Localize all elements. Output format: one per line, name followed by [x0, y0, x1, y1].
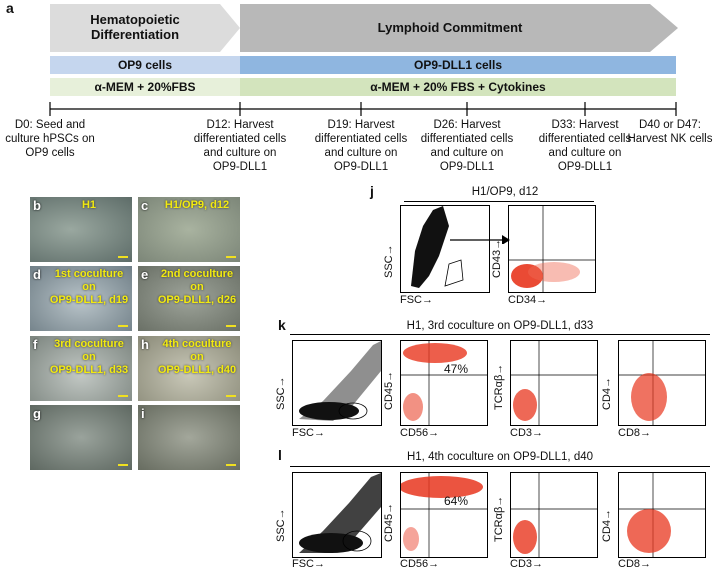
l-plot-4-ylabel: CD4→ [601, 508, 613, 542]
micrograph-i: i [138, 405, 240, 470]
k-title: H1, 3rd coculture on OP9-DLL1, d33 [406, 320, 594, 332]
l-plot-2-xlabel: CD56→ [400, 558, 440, 570]
j-title: H1/OP9, d12 [471, 186, 539, 198]
stage2-arrow [240, 4, 678, 52]
micrograph-e: e 2nd coculture on OP9-DLL1, d26 [138, 266, 240, 331]
timeline-d33: D33: Harvest differentiated cells and cu… [538, 119, 632, 173]
l-plot-3-ylabel: TCRαβ→ [493, 495, 505, 542]
l-percent: 64% [444, 494, 469, 508]
k-plot-3 [510, 340, 598, 426]
micrograph-g: g [30, 405, 132, 470]
k-plot-4-ylabel: CD4→ [601, 376, 613, 410]
j-plot-2 [508, 205, 596, 293]
j-plot-1 [400, 205, 490, 293]
timeline-d0: D0: Seed and culture hPSCs on OP9 cells [5, 119, 95, 159]
stage2-label: Lymphoid Commitment [377, 20, 523, 35]
l-plot-4-xlabel: CD8→ [618, 558, 652, 570]
medium2-bar: α-MEM + 20% FBS + Cytokines [240, 78, 676, 96]
l-plot-2-dots [401, 473, 487, 557]
l-plot-4-dots [619, 473, 705, 557]
l-plot-1-ylabel: SSC→ [275, 508, 287, 542]
panel-label-l: l [278, 447, 282, 463]
panel-label-j: j [370, 183, 374, 199]
micrograph-c: c H1/OP9, d12 [138, 197, 240, 262]
j-plot-1-dots [411, 206, 464, 288]
k-plot-2-xlabel: CD56→ [400, 427, 440, 439]
k-plot-2 [400, 340, 488, 426]
l-plot-3-dots [511, 473, 597, 557]
j-plot-1-xlabel: FSC→ [400, 294, 433, 306]
panel-label-k: k [278, 317, 286, 333]
micrograph-f: f 3rd coculture on OP9-DLL1, d33 [30, 336, 132, 401]
l-plot-2-ylabel: CD45→ [383, 502, 395, 542]
k-plot-3-xlabel: CD3→ [510, 427, 544, 439]
medium1-bar: α-MEM + 20%FBS [50, 78, 240, 96]
micrograph-b: b H1 [30, 197, 132, 262]
timeline-axis [49, 102, 677, 116]
timeline-d26: D26: Harvest differentiated cells and cu… [420, 119, 514, 173]
k-plot-3-dots [511, 341, 597, 425]
stage-arrows [50, 4, 678, 52]
feeder2-bar: OP9-DLL1 cells [240, 56, 676, 74]
stage1-arrow [50, 4, 240, 52]
k-plot-2-dots [401, 341, 487, 425]
timeline-d12: D12: Harvest differentiated cells and cu… [193, 119, 287, 173]
k-plot-1-ylabel: SSC→ [275, 376, 287, 410]
stage1-label: Hematopoietic Differentiation [90, 12, 180, 42]
l-plot-1-xlabel: FSC→ [292, 558, 325, 570]
l-plot-3 [510, 472, 598, 558]
k-plot-1-xlabel: FSC→ [292, 427, 325, 439]
k-percent: 47% [444, 362, 469, 376]
k-plot-4-xlabel: CD8→ [618, 427, 652, 439]
k-plot-1 [292, 340, 382, 426]
k-plot-3-ylabel: TCRαβ→ [493, 363, 505, 410]
j-plot-1-ylabel: SSC→ [383, 244, 395, 278]
k-plot-4 [618, 340, 706, 426]
l-plot-1 [292, 472, 382, 558]
timeline-d19: D19: Harvest differentiated cells and cu… [314, 119, 408, 173]
gate-arrow [450, 235, 510, 244]
j-plot-2-xlabel: CD34→ [508, 294, 548, 306]
panel-label-a: a [6, 0, 14, 16]
l-plot-4 [618, 472, 706, 558]
k-plot-1-dots [299, 341, 381, 421]
l-title: H1, 4th coculture on OP9-DLL1, d40 [406, 451, 594, 463]
k-plot-2-ylabel: CD45→ [383, 370, 395, 410]
micrograph-h: h 4th coculture on OP9-DLL1, d40 [138, 336, 240, 401]
l-plot-1-dots [299, 473, 381, 553]
timeline-d40: D40 or D47: Harvest NK cells [627, 119, 713, 145]
feeder1-bar: OP9 cells [50, 56, 240, 74]
j-plot-2-dots [509, 206, 595, 292]
k-plot-4-dots [619, 341, 705, 425]
l-plot-2 [400, 472, 488, 558]
micrograph-d: d 1st coculture on OP9-DLL1, d19 [30, 266, 132, 331]
j-plot-2-ylabel: CD43→ [491, 238, 503, 278]
l-plot-3-xlabel: CD3→ [510, 558, 544, 570]
